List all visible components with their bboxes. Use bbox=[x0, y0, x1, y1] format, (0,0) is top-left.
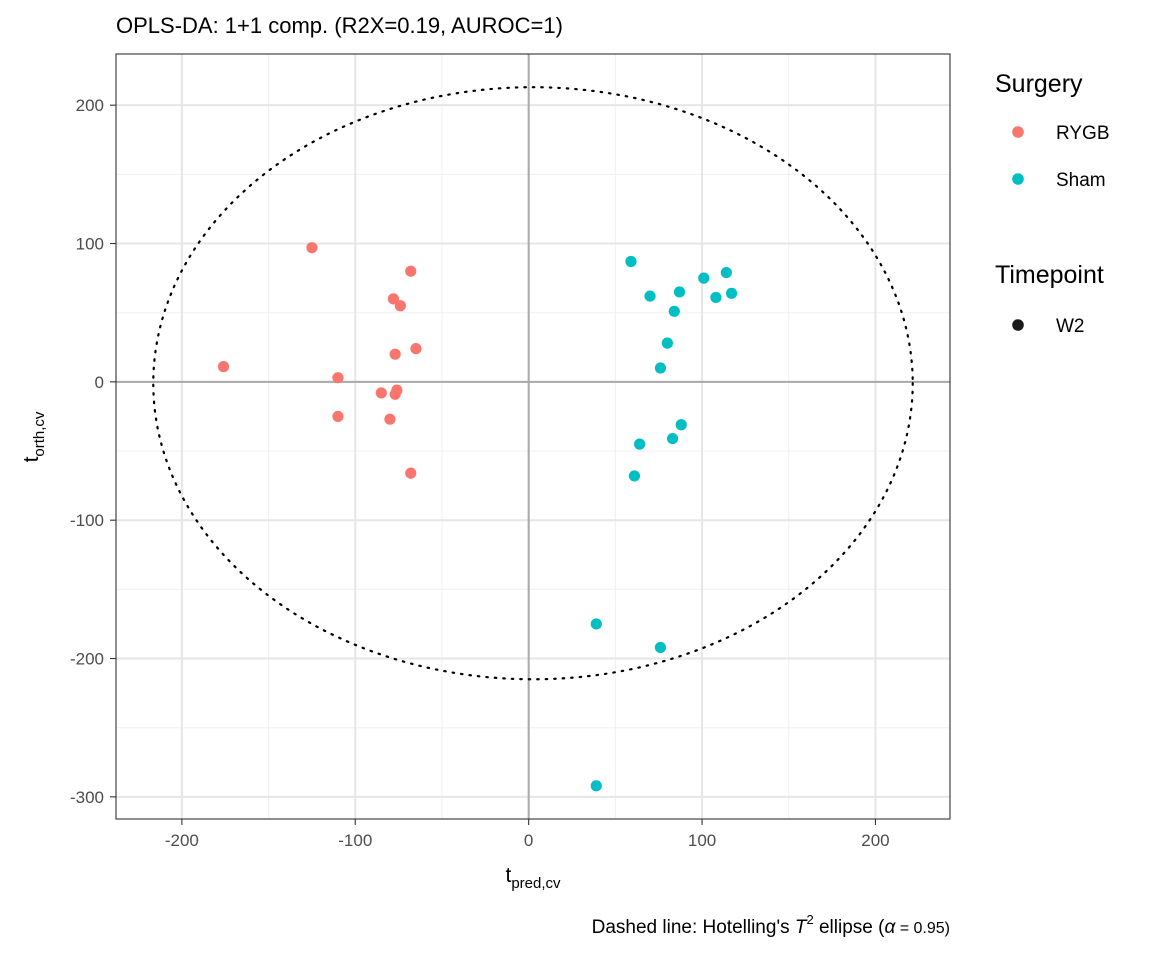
x-tick-label: 0 bbox=[524, 831, 533, 850]
chart-title: OPLS-DA: 1+1 comp. (R2X=0.19, AUROC=1) bbox=[116, 13, 563, 38]
point-sham bbox=[668, 305, 680, 317]
caption-t-symbol: T bbox=[795, 917, 808, 938]
x-tick-label: 200 bbox=[861, 831, 889, 850]
x-axis-label: tpred,cv bbox=[505, 864, 561, 892]
x-axis-label-subscript: pred,cv bbox=[511, 875, 561, 892]
point-rygb bbox=[217, 361, 230, 373]
y-tick-label: -200 bbox=[70, 650, 104, 669]
point-rygb bbox=[389, 348, 401, 360]
legend-key-sham bbox=[1012, 173, 1024, 185]
hotelling-t2-ellipse bbox=[152, 86, 914, 681]
y-tick-label: 100 bbox=[76, 235, 104, 254]
caption-hotelling: Dashed line: Hotelling's T2 ellipse (α =… bbox=[592, 912, 950, 938]
legend-label-sham: Sham bbox=[1056, 170, 1106, 191]
point-sham bbox=[720, 266, 732, 279]
data-points bbox=[217, 242, 738, 792]
point-sham bbox=[625, 255, 637, 268]
caption-middle: ellipse ( bbox=[814, 917, 885, 938]
point-sham bbox=[590, 780, 602, 792]
caption-prefix: Dashed line: Hotelling's bbox=[592, 917, 795, 938]
caption-superscript: 2 bbox=[806, 912, 813, 927]
y-axis-label-subscript: orth,cv bbox=[31, 411, 48, 457]
plot-panel bbox=[116, 54, 950, 819]
minor-gridlines bbox=[116, 54, 950, 819]
point-sham bbox=[666, 432, 679, 445]
point-sham bbox=[675, 419, 687, 431]
x-tick-label: 100 bbox=[688, 831, 716, 850]
point-rygb bbox=[394, 300, 406, 312]
y-tick-label: 0 bbox=[95, 373, 104, 392]
y-axis-label: torth,cv bbox=[20, 411, 48, 462]
point-sham bbox=[654, 362, 667, 374]
major-gridlines bbox=[116, 54, 950, 819]
point-sham bbox=[661, 337, 673, 349]
legend-surgery: Surgery RYGB Sham bbox=[995, 70, 1110, 191]
point-sham bbox=[590, 618, 602, 630]
legend-timepoint: Timepoint W2 bbox=[995, 261, 1104, 337]
point-sham bbox=[634, 438, 646, 450]
plot-panel-border bbox=[115, 53, 951, 820]
point-sham bbox=[698, 272, 710, 284]
point-rygb bbox=[375, 387, 387, 399]
point-rygb bbox=[410, 343, 422, 355]
point-rygb bbox=[384, 413, 396, 425]
y-tick-label: -100 bbox=[70, 511, 104, 530]
y-tick-label: 200 bbox=[76, 96, 104, 115]
point-rygb bbox=[405, 467, 417, 479]
y-tick-label: -300 bbox=[70, 788, 104, 807]
point-rygb bbox=[389, 388, 401, 400]
x-axis-label-main: t bbox=[505, 864, 511, 887]
legend-key-rygb bbox=[1012, 126, 1024, 138]
point-sham bbox=[710, 291, 722, 304]
x-axis-ticks: -200 -100 0 100 200 bbox=[165, 819, 890, 850]
x-tick-label: -200 bbox=[165, 831, 199, 850]
point-rygb bbox=[387, 293, 400, 305]
point-rygb bbox=[405, 265, 417, 277]
legend-surgery-title: Surgery bbox=[995, 70, 1083, 98]
point-sham bbox=[673, 286, 686, 298]
point-sham bbox=[628, 470, 641, 482]
y-axis-ticks: -300 -200 -100 0 100 200 bbox=[70, 96, 116, 807]
legend-key-w2 bbox=[1012, 319, 1024, 331]
x-tick-label: -100 bbox=[338, 831, 372, 850]
point-rygb bbox=[306, 242, 318, 254]
legend-label-rygb: RYGB bbox=[1056, 123, 1110, 144]
point-rygb bbox=[332, 372, 344, 384]
zero-reference-lines bbox=[116, 54, 950, 819]
point-sham bbox=[654, 641, 667, 654]
point-sham bbox=[725, 287, 738, 299]
caption-alpha: α bbox=[884, 917, 896, 938]
caption-suffix: = 0.95) bbox=[895, 920, 950, 937]
legend-timepoint-title: Timepoint bbox=[995, 261, 1104, 289]
legend-label-w2: W2 bbox=[1056, 316, 1085, 337]
point-sham bbox=[644, 290, 656, 302]
y-axis-label-main: t bbox=[20, 456, 43, 462]
point-rygb bbox=[332, 410, 344, 423]
